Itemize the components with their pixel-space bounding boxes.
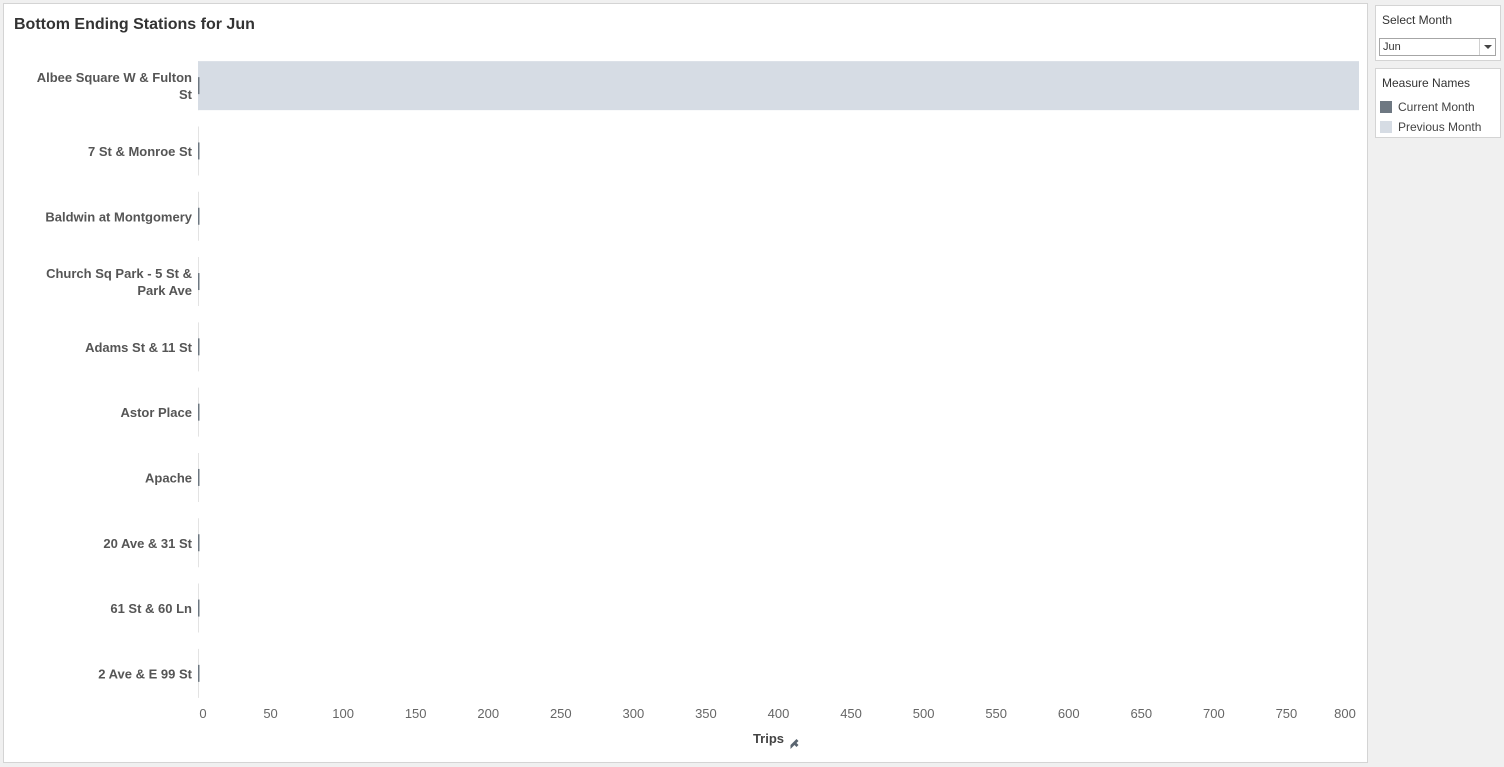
x-tick-label: 200: [477, 706, 499, 721]
x-tick-label: 600: [1058, 706, 1080, 721]
category-label: 2 Ave & E 99 St: [98, 666, 192, 681]
category-label: Church Sq Park - 5 St & Park Ave: [46, 266, 192, 298]
legend-label-previous-month: Previous Month: [1398, 120, 1482, 134]
x-tick-label: 100: [332, 706, 354, 721]
x-tick-label: 700: [1203, 706, 1225, 721]
pin-icon[interactable]: [790, 739, 799, 749]
bar-current-month[interactable]: [198, 338, 200, 356]
x-tick-label: 0: [199, 706, 206, 721]
bar-current-month[interactable]: [198, 403, 200, 421]
x-tick-label: 150: [405, 706, 427, 721]
x-tick-label: 350: [695, 706, 717, 721]
bar-current-month[interactable]: [198, 534, 200, 552]
category-label: Adams St & 11 St: [85, 340, 193, 355]
bar-current-month[interactable]: [198, 77, 200, 95]
category-label: Astor Place: [120, 405, 192, 420]
bar-current-month[interactable]: [198, 468, 200, 486]
x-tick-label: 550: [985, 706, 1007, 721]
category-label: 7 St & Monroe St: [88, 144, 193, 159]
bar-current-month[interactable]: [198, 142, 200, 160]
month-filter-card: Select Month Jun: [1375, 5, 1501, 61]
category-label: 20 Ave & 31 St: [103, 536, 192, 551]
category-label: Albee Square W & Fulton St: [37, 70, 193, 102]
x-tick-label: 500: [913, 706, 935, 721]
x-tick-label: 800: [1334, 706, 1356, 721]
bar-current-month[interactable]: [198, 599, 200, 617]
bar-previous-month[interactable]: [198, 61, 1359, 111]
month-select[interactable]: Jun: [1379, 38, 1496, 56]
legend-card: Measure Names Current Month Previous Mon…: [1375, 68, 1501, 138]
category-label: 61 St & 60 Ln: [110, 601, 192, 616]
bar-current-month[interactable]: [198, 273, 200, 291]
legend-title: Measure Names: [1382, 76, 1471, 90]
chart-title: Bottom Ending Stations for Jun: [14, 16, 255, 33]
x-tick-label: 400: [768, 706, 790, 721]
legend-swatch-previous-month: [1380, 121, 1392, 133]
category-label: Baldwin at Montgomery: [45, 209, 192, 224]
x-tick-label: 650: [1130, 706, 1152, 721]
legend-swatch-current-month: [1380, 101, 1392, 113]
legend-label-current-month: Current Month: [1398, 100, 1475, 114]
bar-chart: Albee Square W & Fulton St 7 St & Monroe S…: [37, 61, 1359, 749]
category-label: Apache: [145, 470, 192, 485]
chevron-down-icon[interactable]: [1479, 39, 1495, 55]
bar-current-month[interactable]: [198, 207, 200, 225]
x-tick-label: 450: [840, 706, 862, 721]
filter-title: Select Month: [1382, 13, 1453, 27]
x-tick-label: 50: [263, 706, 277, 721]
month-select-value: Jun: [1383, 41, 1401, 53]
bar-current-month[interactable]: [198, 664, 200, 682]
x-tick-label: 300: [623, 706, 645, 721]
chart-panel: Bottom Ending Stations for Jun Albee Squ…: [3, 3, 1368, 763]
x-tick-label: 250: [550, 706, 572, 721]
x-axis-title: Trips: [753, 731, 784, 746]
x-tick-label: 750: [1276, 706, 1298, 721]
